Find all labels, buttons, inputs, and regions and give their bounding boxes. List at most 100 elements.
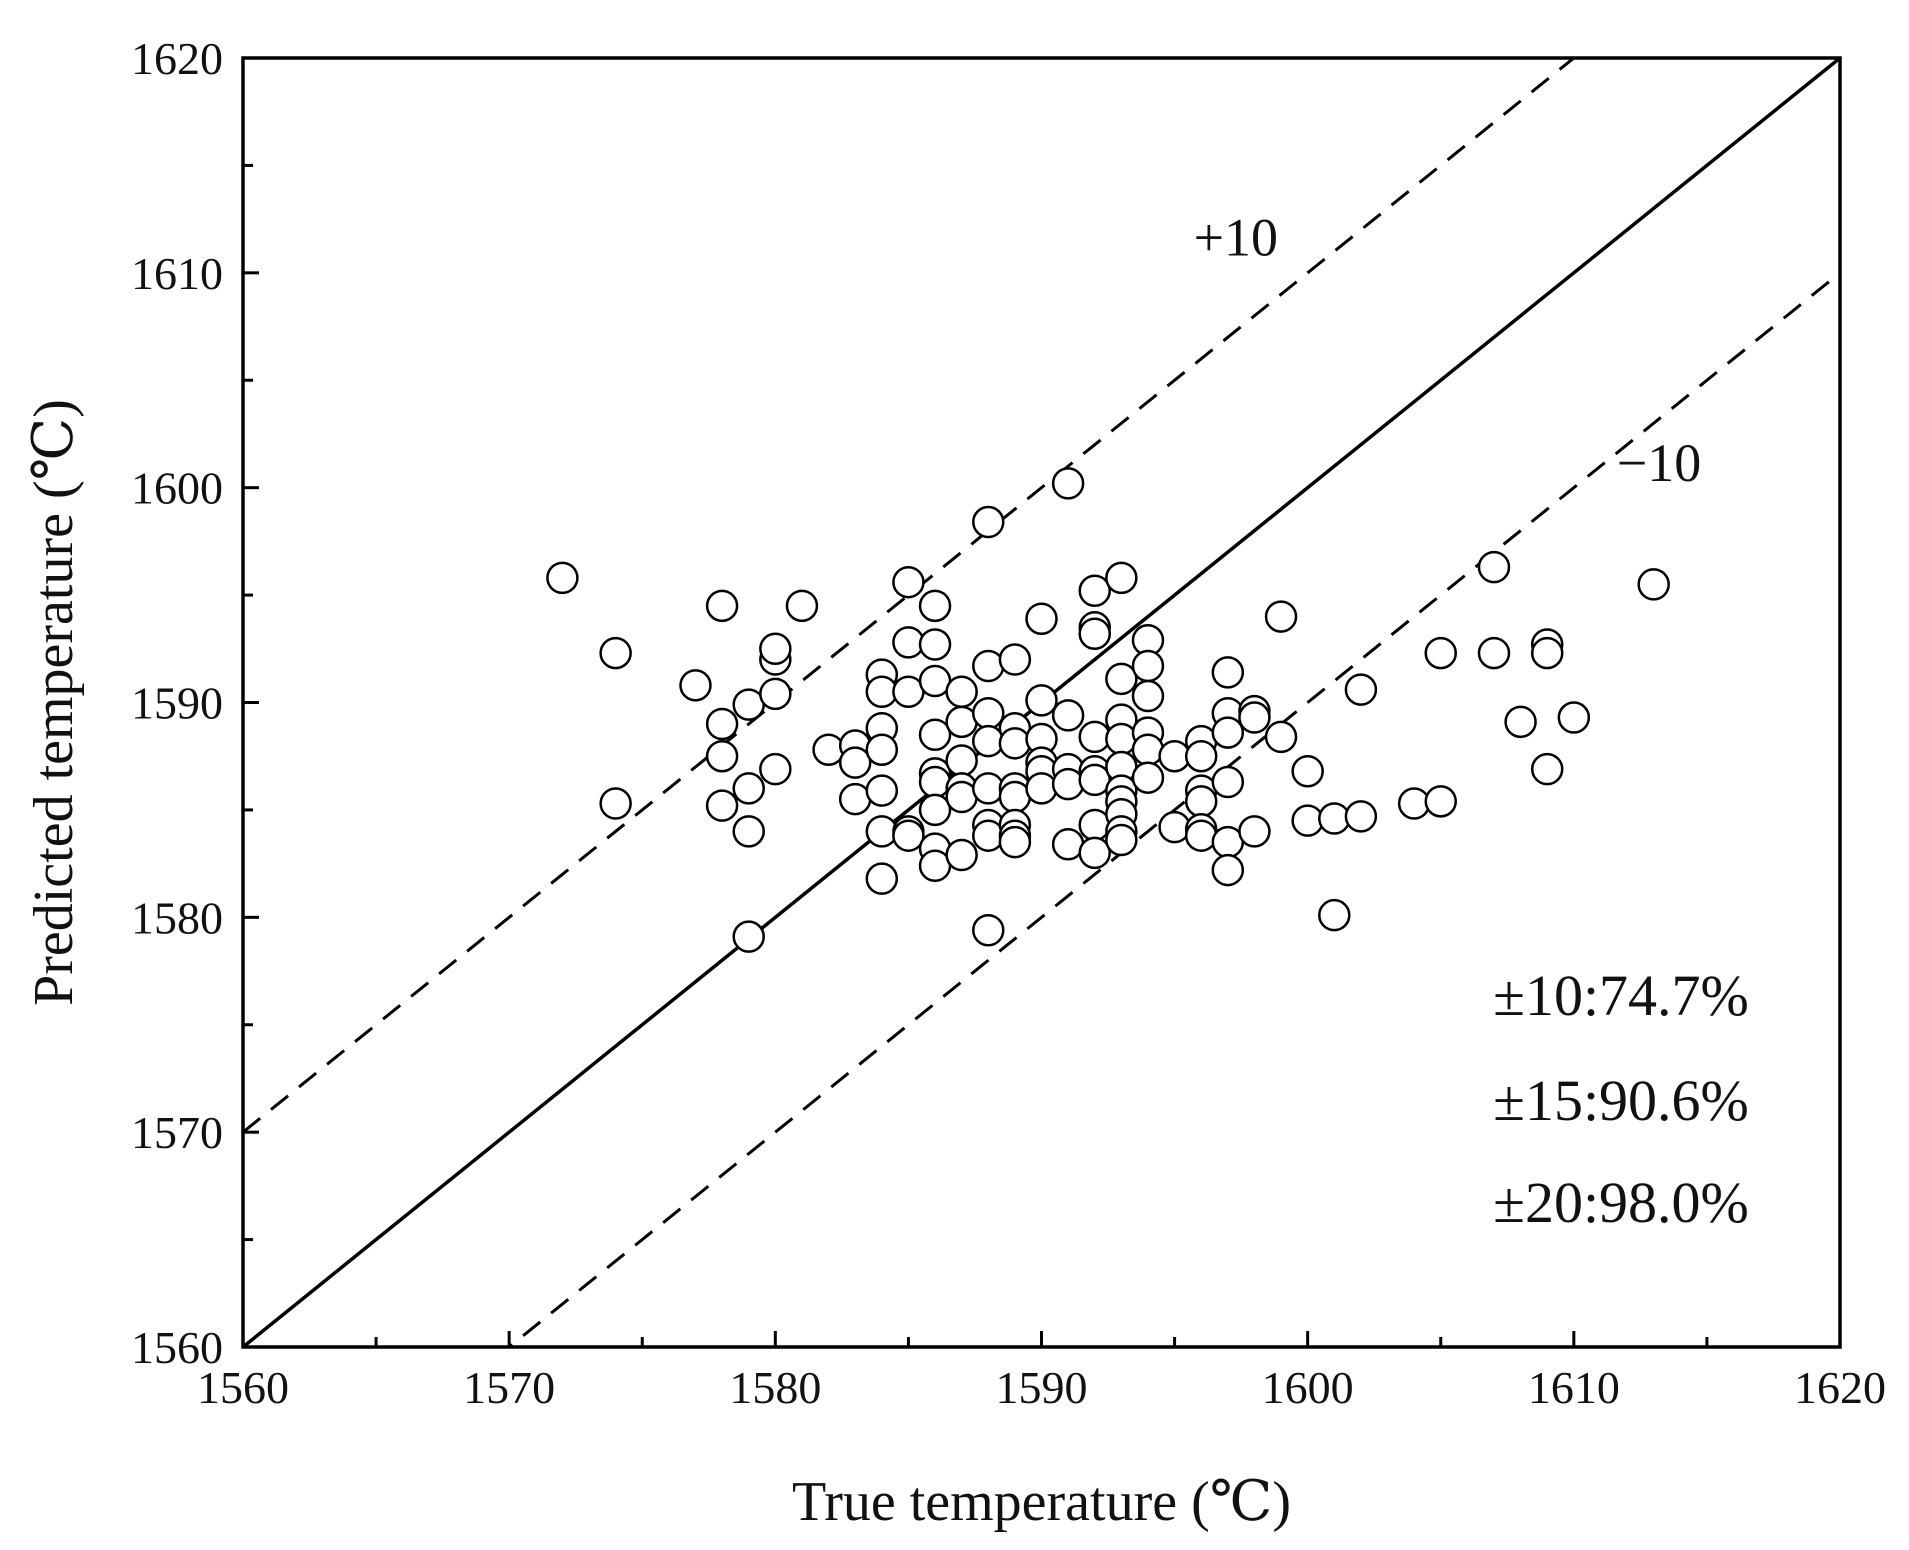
data-point bbox=[1238, 701, 1271, 734]
data-point bbox=[1344, 673, 1378, 706]
data-point bbox=[1078, 720, 1111, 754]
data-point bbox=[679, 669, 712, 702]
data-point bbox=[1025, 684, 1058, 717]
data-point bbox=[1211, 656, 1245, 689]
x-tick-label: 1590 bbox=[996, 1362, 1088, 1413]
data-point bbox=[705, 739, 739, 773]
data-point bbox=[1291, 804, 1324, 837]
data-point bbox=[972, 696, 1005, 730]
data-point bbox=[705, 707, 739, 741]
data-point bbox=[1025, 602, 1058, 635]
data-point bbox=[1291, 754, 1324, 788]
data-point bbox=[546, 561, 579, 595]
data-point bbox=[1131, 679, 1165, 713]
data-point bbox=[1184, 739, 1218, 773]
data-point bbox=[998, 643, 1032, 676]
data-point bbox=[918, 793, 952, 827]
tick-labels: 1560 1570 1580 1590 1600 1610 1620 1560 1570 1580… bbox=[131, 33, 1886, 1413]
data-point bbox=[1530, 752, 1564, 786]
data-point bbox=[1131, 649, 1165, 683]
data-point bbox=[1318, 898, 1351, 932]
data-point bbox=[918, 589, 952, 623]
data-point bbox=[945, 744, 978, 777]
data-point bbox=[918, 628, 952, 661]
dashed-line-plus10 bbox=[243, 58, 1577, 1134]
dashed-line-minus10 bbox=[506, 271, 1840, 1347]
stat-within-15: ±15:90.6% bbox=[1493, 1068, 1749, 1133]
data-point bbox=[1477, 550, 1511, 584]
data-point bbox=[1424, 636, 1457, 670]
data-point bbox=[1051, 767, 1085, 801]
x-tick-label: 1610 bbox=[1528, 1362, 1620, 1413]
y-tick-label: 1600 bbox=[131, 463, 223, 514]
y-tick-label: 1580 bbox=[131, 892, 223, 943]
data-point bbox=[865, 862, 899, 895]
data-point bbox=[1025, 772, 1058, 805]
data-point bbox=[705, 789, 739, 822]
data-point bbox=[972, 649, 1005, 683]
data-point bbox=[865, 733, 899, 767]
data-point bbox=[998, 825, 1032, 859]
data-point bbox=[972, 913, 1005, 947]
x-tick-label: 1600 bbox=[1262, 1362, 1354, 1413]
data-point bbox=[1131, 733, 1165, 767]
data-point bbox=[759, 632, 792, 666]
data-point bbox=[892, 565, 925, 599]
data-point bbox=[1318, 802, 1351, 835]
data-point bbox=[1477, 636, 1511, 670]
data-point bbox=[1078, 836, 1111, 870]
data-points bbox=[546, 467, 1670, 953]
data-point bbox=[1557, 701, 1591, 734]
stat-within-20: ±20:98.0% bbox=[1493, 1170, 1749, 1235]
data-point bbox=[732, 920, 765, 953]
data-point bbox=[1344, 800, 1378, 833]
data-point bbox=[972, 505, 1005, 539]
data-point bbox=[1530, 636, 1564, 670]
data-point bbox=[732, 815, 765, 848]
x-tick-label: 1560 bbox=[197, 1362, 289, 1413]
data-point bbox=[945, 675, 978, 709]
data-point bbox=[865, 774, 899, 807]
data-point bbox=[1184, 819, 1218, 852]
data-point bbox=[1238, 815, 1271, 848]
data-point bbox=[732, 772, 765, 805]
data-point bbox=[1211, 716, 1245, 749]
y-axis-title: Predicted temperature (℃) bbox=[23, 399, 85, 1006]
y-tick-label: 1610 bbox=[131, 248, 223, 299]
y-tick-label: 1590 bbox=[131, 678, 223, 729]
data-point bbox=[1105, 662, 1138, 696]
data-point bbox=[1424, 785, 1457, 818]
data-point bbox=[1504, 705, 1537, 739]
data-point bbox=[1211, 765, 1245, 799]
data-point bbox=[1051, 699, 1085, 732]
y-tick-label: 1560 bbox=[131, 1322, 223, 1373]
stat-within-10: ±10:74.7% bbox=[1493, 963, 1749, 1028]
data-point bbox=[759, 677, 792, 711]
data-point bbox=[759, 752, 792, 786]
data-point bbox=[785, 589, 819, 623]
data-point bbox=[1078, 617, 1111, 651]
x-tick-label: 1580 bbox=[729, 1362, 821, 1413]
x-axis-title: True temperature (℃) bbox=[792, 1471, 1291, 1533]
minus-10-label: −10 bbox=[1617, 433, 1701, 493]
axes bbox=[241, 56, 1842, 1349]
data-point bbox=[1105, 823, 1138, 857]
y-tick-label: 1620 bbox=[131, 33, 223, 84]
data-point bbox=[599, 787, 632, 820]
y-tick-label: 1570 bbox=[131, 1107, 223, 1158]
data-point bbox=[918, 765, 952, 799]
data-point bbox=[812, 733, 845, 767]
data-point bbox=[998, 727, 1032, 760]
data-point bbox=[599, 636, 632, 670]
data-point bbox=[972, 724, 1005, 758]
data-point bbox=[918, 718, 952, 751]
data-point bbox=[1184, 785, 1218, 818]
data-point bbox=[705, 589, 739, 623]
x-tick-label: 1570 bbox=[463, 1362, 555, 1413]
data-point bbox=[892, 626, 925, 659]
data-point bbox=[1397, 787, 1431, 820]
plus-10-label: +10 bbox=[1194, 208, 1278, 268]
data-point bbox=[1051, 467, 1085, 500]
data-point bbox=[1078, 574, 1111, 608]
